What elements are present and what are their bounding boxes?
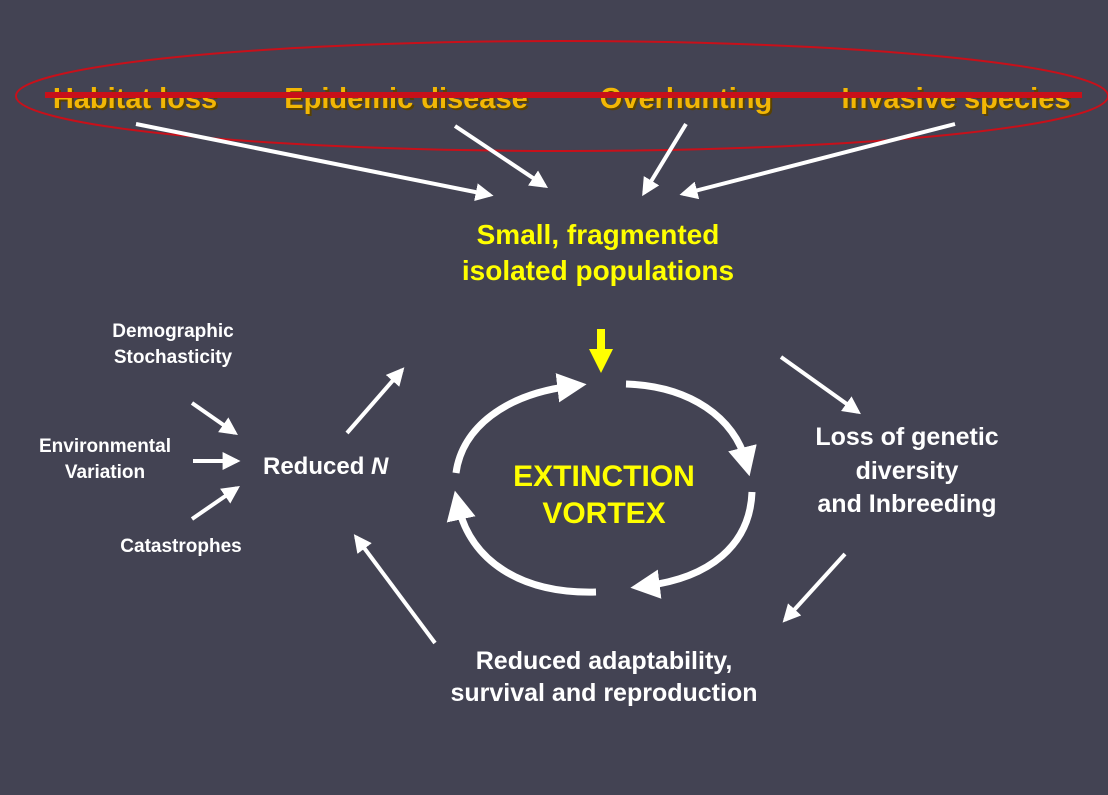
arrow-invasive-to-populations [679, 122, 956, 200]
small-populations-line2: isolated populations [462, 255, 734, 286]
svg-text:Invasive species: Invasive species [844, 85, 1073, 117]
vortex-label-line1: EXTINCTION [513, 460, 695, 493]
vortex-arc-top-left [452, 373, 587, 474]
adaptability-label-line1: Reduced adaptability, [476, 647, 733, 675]
threat-habitat-loss: Habitat loss Habitat loss [53, 83, 219, 117]
genetic-label-line3: and Inbreeding [817, 490, 996, 518]
threat-overhunting-label: Overhunting [600, 83, 772, 115]
svg-text:Epidemic disease: Epidemic disease [286, 85, 529, 117]
threat-habitat-loss-label: Habitat loss [53, 83, 217, 115]
arrow-catastrophes-to-reduced-n [190, 485, 240, 521]
svg-text:Habitat loss: Habitat loss [55, 85, 219, 117]
arrow-genetic-to-bottom [782, 552, 847, 623]
small-populations-line1: Small, fragmented [477, 219, 720, 250]
demographic-label-line2: Stochasticity [114, 347, 233, 368]
vortex-circle [446, 373, 757, 599]
arrow-demographic-to-reduced-n [190, 401, 238, 436]
arrow-overhunting-to-populations [642, 122, 688, 197]
arrow-top-to-genetic [779, 355, 861, 415]
adaptability-label-line2: survival and reproduction [450, 679, 757, 707]
threats-ellipse [15, 40, 1108, 152]
threat-epidemic-disease-label: Epidemic disease [284, 83, 527, 115]
genetic-label-line2: diversity [856, 457, 959, 485]
threat-invasive-species-label: Invasive species [842, 83, 1071, 115]
environmental-label-line2: Variation [65, 462, 145, 483]
arrow-adaptability-to-reduced-n [353, 534, 437, 645]
demographic-label-line1: Demographic [112, 321, 234, 342]
environmental-label-line1: Environmental [39, 436, 171, 457]
genetic-label-line1: Loss of genetic [815, 423, 998, 451]
yellow-down-arrow [589, 329, 613, 373]
vortex-label-line2: VORTEX [542, 497, 665, 530]
vortex-arc-bottom-right [630, 491, 756, 599]
svg-text:Overhunting: Overhunting [602, 85, 774, 117]
threat-overhunting: Overhunting Overhunting [600, 83, 774, 117]
arrow-reduced-n-to-top [345, 367, 405, 435]
arrow-disease-to-populations [453, 124, 548, 188]
vortex-arc-top-right [625, 380, 757, 477]
arrow-habitat-to-populations [135, 122, 494, 201]
threat-epidemic-disease: Epidemic disease Epidemic disease [284, 83, 529, 117]
catastrophes-label: Catastrophes [120, 536, 241, 557]
threat-invasive-species: Invasive species Invasive species [842, 83, 1073, 117]
vortex-arc-bottom-left [446, 490, 597, 596]
reduced-n-label: Reduced N [263, 453, 389, 480]
